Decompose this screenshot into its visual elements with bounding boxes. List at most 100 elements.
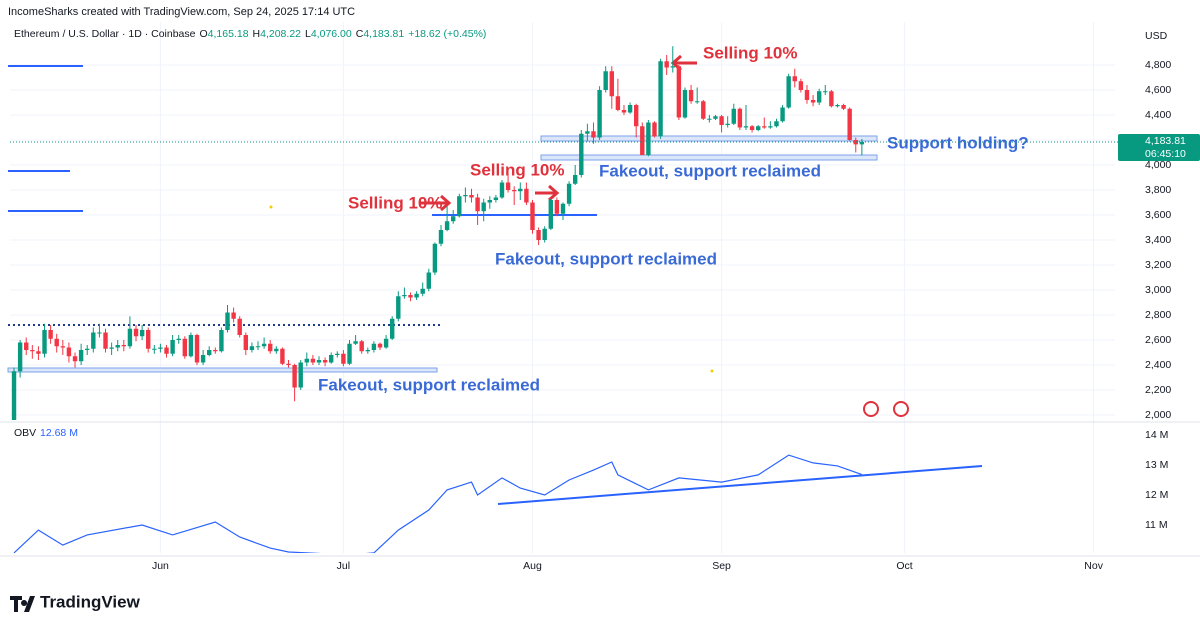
candle-body: [377, 343, 383, 348]
candle-body: [853, 140, 858, 145]
y-tick-label: 2,600: [1145, 334, 1171, 346]
candle-body: [133, 328, 139, 337]
candle-body: [261, 343, 267, 347]
indicator-value: 12.68 M: [40, 427, 78, 439]
candle-body: [85, 348, 90, 350]
candle-body: [91, 332, 96, 349]
candle-body: [475, 197, 480, 212]
candle-body: [566, 183, 572, 204]
candle-body: [646, 122, 651, 155]
candle-body: [823, 91, 828, 93]
arrow: [420, 194, 452, 212]
candle-body: [688, 90, 694, 102]
candle-body: [152, 348, 157, 350]
annotation: Fakeout, support reclaimed: [599, 161, 821, 180]
candle-body: [749, 126, 755, 130]
y-tick-label: 3,800: [1145, 184, 1171, 196]
candle-body: [438, 230, 444, 244]
candle-body: [658, 61, 663, 137]
y-tick-label: 14 M: [1145, 429, 1168, 441]
symbol: Ethereum / U.S. Dollar · 1D · Coinbase: [14, 28, 196, 40]
candle-body: [542, 228, 547, 240]
candle-body: [676, 66, 682, 118]
candle-body: [755, 126, 761, 130]
legend-key: H: [253, 28, 261, 40]
annotation: Fakeout, support reclaimed: [495, 249, 717, 268]
legend-key: L: [305, 28, 311, 40]
candle-body: [518, 188, 523, 192]
candle-body: [432, 243, 438, 273]
y-tick-label: 2,200: [1145, 384, 1171, 396]
candle-body: [816, 91, 822, 103]
candle-body: [341, 353, 346, 364]
candle-body: [774, 121, 779, 127]
candle-body: [664, 61, 669, 68]
candle-body: [835, 105, 840, 107]
candle-body: [786, 76, 791, 108]
candle-body: [768, 126, 773, 128]
support-zone: [540, 154, 878, 161]
drawings: [7, 54, 983, 505]
candle-body: [115, 345, 120, 348]
candle-body: [365, 350, 371, 352]
x-tick-label: Jun: [152, 560, 169, 572]
candle-body: [457, 196, 462, 217]
y-tick-label: 3,400: [1145, 234, 1171, 246]
dot: [269, 205, 273, 209]
candle-body: [762, 126, 767, 128]
candle-body: [530, 202, 535, 230]
candle-body: [371, 343, 377, 350]
candle-body: [603, 71, 608, 90]
countdown: 06:45:10: [1145, 148, 1186, 160]
last-price-box: [1118, 134, 1200, 162]
legend-key: C: [356, 28, 364, 40]
candle-body: [36, 351, 41, 354]
x-tick-label: Oct: [896, 560, 912, 572]
candle-body: [737, 108, 743, 128]
candle-body: [24, 342, 29, 350]
candle-body: [524, 188, 529, 203]
candle-body: [725, 123, 730, 125]
candle-body: [707, 118, 712, 120]
candle-body: [859, 142, 865, 145]
candle-body: [585, 131, 590, 134]
obv-line: [13, 454, 863, 553]
pane: [13, 454, 863, 553]
y-tick-label: 4,400: [1145, 109, 1171, 121]
annotation: Selling 10%: [703, 43, 797, 62]
candle-body: [60, 346, 66, 348]
candle-body: [268, 343, 273, 352]
credit: IncomeSharks created with TradingView.co…: [8, 6, 355, 18]
candle-body: [322, 360, 328, 363]
candle-body: [219, 330, 224, 352]
annotation: Fakeout, support reclaimed: [318, 375, 540, 394]
y-tick-label: 2,400: [1145, 359, 1171, 371]
candle-body: [743, 126, 749, 128]
candle-body: [170, 340, 175, 354]
support-zone: [540, 135, 878, 142]
candle-body: [335, 353, 340, 355]
event-icon: [863, 401, 879, 417]
candle-body: [719, 116, 724, 125]
candle-body: [426, 272, 431, 289]
candle-body: [237, 318, 242, 335]
candle-body: [396, 296, 401, 319]
candle-body: [829, 91, 834, 107]
candle-body: [682, 90, 688, 118]
indicator-name: OBV: [14, 427, 36, 439]
candle-body: [591, 131, 596, 138]
candle-body: [286, 363, 291, 365]
candle-body: [316, 360, 322, 363]
candle-body: [408, 295, 413, 298]
grid: [10, 22, 1115, 553]
obv-trendline: [497, 465, 983, 505]
candle-body: [353, 341, 358, 344]
y-tick-label: 12 M: [1145, 489, 1168, 501]
candle-body: [731, 108, 736, 124]
annotations: Selling 10% Selling 10% Selling 10% Supp…: [318, 43, 1029, 394]
candle-body: [444, 221, 450, 230]
y-tick-label: 2,800: [1145, 309, 1171, 321]
candle-body: [54, 338, 59, 347]
candle-body: [310, 358, 316, 363]
candle-body: [103, 332, 108, 349]
